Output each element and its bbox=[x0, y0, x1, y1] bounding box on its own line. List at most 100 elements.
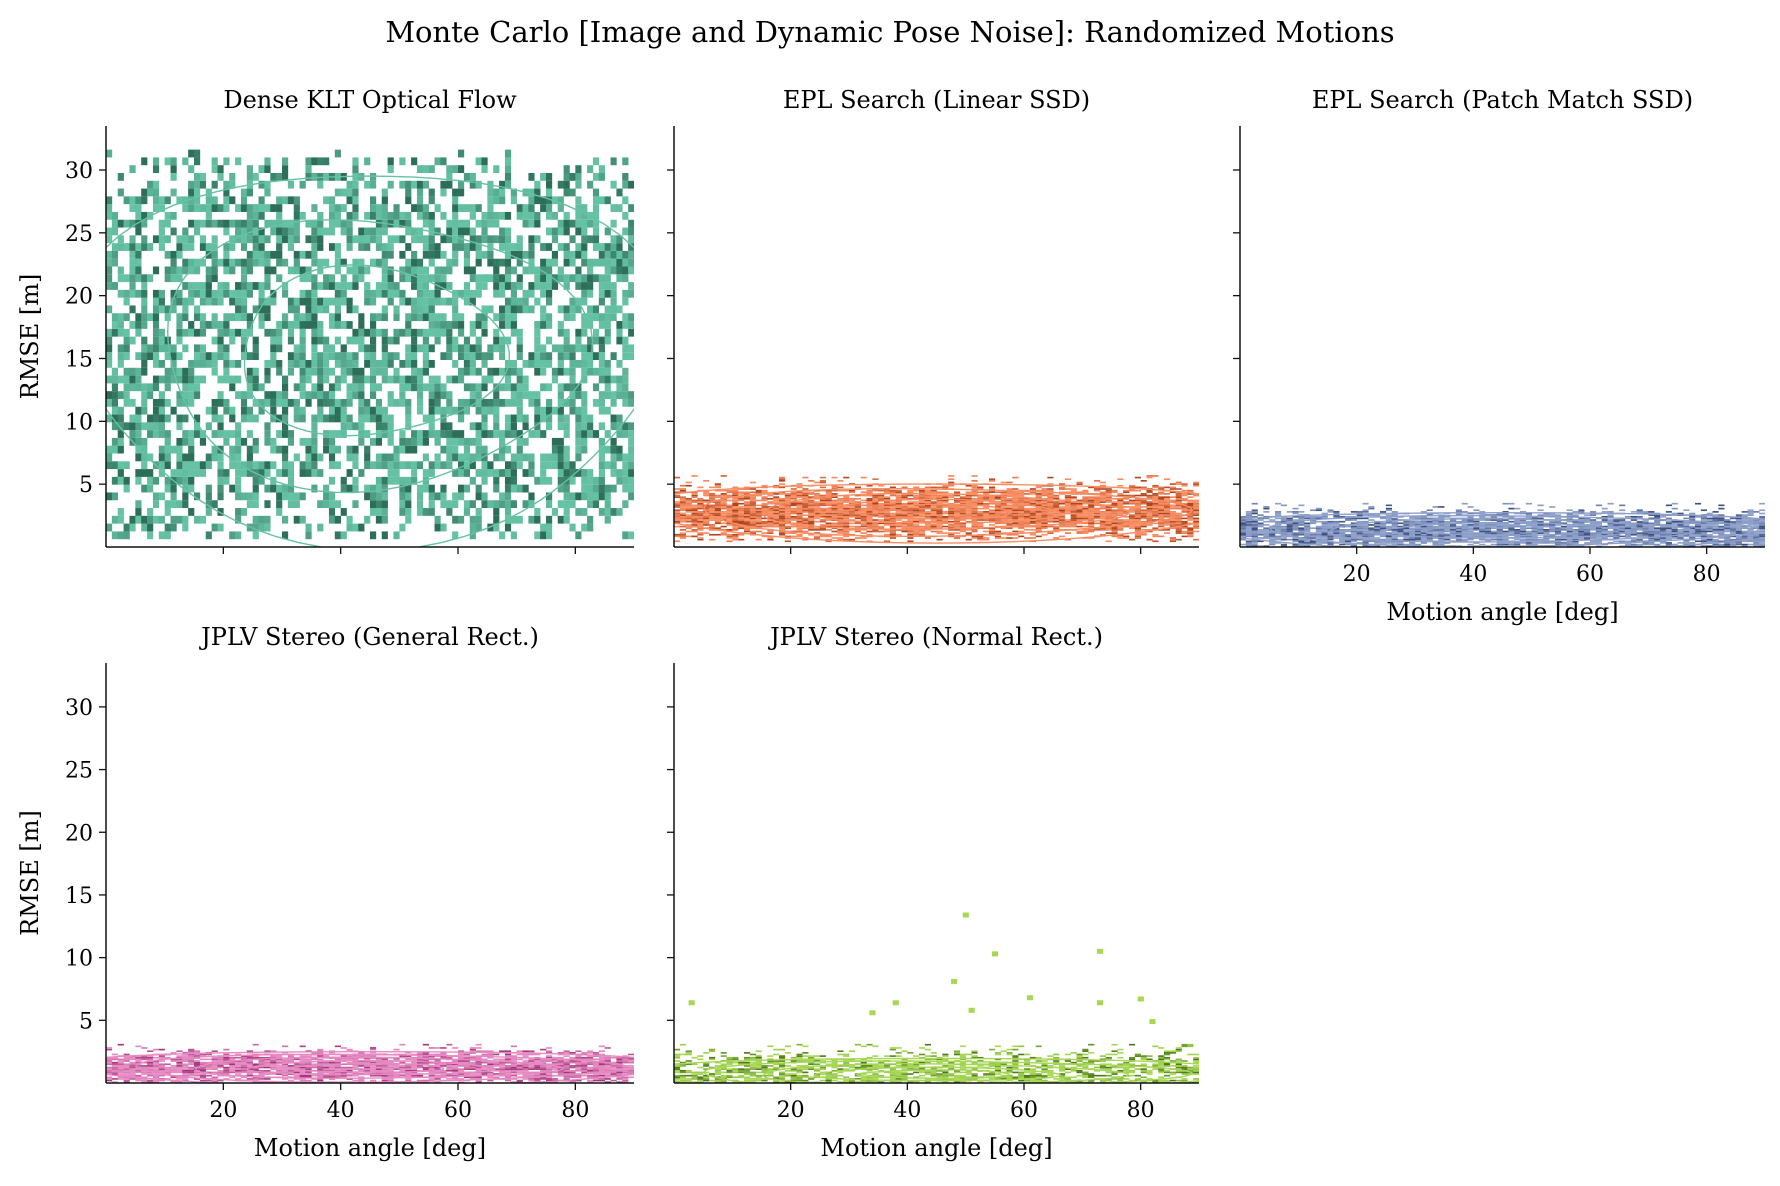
hist-cell bbox=[205, 422, 212, 431]
hist-cell bbox=[1129, 520, 1136, 523]
hist-cell bbox=[487, 188, 494, 197]
hist-cell bbox=[1105, 507, 1112, 510]
hist-cell bbox=[575, 531, 582, 540]
hist-cell bbox=[1310, 535, 1317, 538]
hist-cell bbox=[264, 328, 271, 337]
hist-cell bbox=[1158, 509, 1165, 512]
hist-cell bbox=[732, 524, 739, 526]
hist-cell bbox=[282, 453, 289, 462]
hist-cell bbox=[1117, 499, 1124, 502]
hist-cell bbox=[1064, 524, 1071, 526]
hist-cell bbox=[358, 398, 365, 407]
hist-cell bbox=[405, 274, 412, 283]
hist-cell bbox=[311, 258, 318, 267]
hist-cell bbox=[1245, 514, 1252, 516]
hist-cell bbox=[182, 305, 189, 314]
hist-cell bbox=[622, 531, 629, 540]
hist-cell bbox=[1146, 504, 1153, 507]
hist-cell bbox=[504, 461, 512, 470]
hist-cell bbox=[499, 274, 506, 283]
hist-cell bbox=[1129, 509, 1136, 512]
hist-cell bbox=[522, 437, 529, 446]
hist-cell bbox=[616, 391, 623, 399]
hist-cell bbox=[860, 494, 867, 497]
hist-cell bbox=[117, 313, 124, 322]
hist-cell bbox=[370, 360, 377, 368]
hist-cell bbox=[831, 476, 838, 479]
panel-2: EPL Search (Linear SSD) bbox=[667, 86, 1199, 554]
hist-cell bbox=[1152, 515, 1159, 518]
hist-cell bbox=[305, 445, 312, 454]
hist-cell bbox=[679, 537, 686, 539]
hist-cell bbox=[569, 297, 576, 306]
hist-cell bbox=[889, 504, 896, 507]
hist-cell bbox=[111, 422, 119, 431]
hist-cell bbox=[493, 235, 500, 244]
hist-cell bbox=[779, 480, 786, 482]
hist-cell bbox=[936, 496, 943, 498]
hist-cell bbox=[446, 461, 453, 470]
hist-cell bbox=[1251, 524, 1258, 526]
hist-cell bbox=[546, 476, 553, 485]
hist-cell bbox=[1117, 529, 1124, 531]
hist-cell bbox=[971, 511, 978, 513]
hist-cell bbox=[147, 414, 154, 423]
hist-cell bbox=[936, 538, 943, 541]
hist-cell bbox=[994, 525, 1001, 528]
hist-cell bbox=[860, 499, 867, 502]
hist-cell bbox=[860, 519, 867, 521]
hist-cell bbox=[399, 523, 406, 532]
hist-cell bbox=[428, 414, 435, 423]
hist-cell bbox=[305, 453, 312, 462]
hist-cell bbox=[346, 243, 353, 251]
hist-cell bbox=[738, 497, 745, 500]
hist-cell bbox=[581, 274, 588, 283]
hist-cell bbox=[317, 305, 324, 314]
hist-cell bbox=[767, 511, 774, 513]
hist-cell bbox=[761, 509, 768, 512]
hist-cell bbox=[551, 227, 559, 236]
hist-cell bbox=[170, 360, 177, 368]
hist-cell bbox=[557, 500, 564, 509]
hist-cell bbox=[106, 375, 113, 384]
hist-cell bbox=[1047, 504, 1054, 507]
hist-cell bbox=[563, 352, 570, 361]
hist-cell bbox=[1064, 520, 1071, 523]
hist-cell bbox=[1105, 497, 1112, 500]
hist-cell bbox=[411, 375, 418, 384]
hist-cell bbox=[416, 383, 424, 392]
hist-cell bbox=[1029, 509, 1036, 512]
hist-cell bbox=[1140, 486, 1147, 489]
hist-cell bbox=[954, 525, 961, 528]
hist-cell bbox=[1053, 527, 1060, 530]
hist-cell bbox=[1018, 507, 1025, 510]
hist-cell bbox=[679, 497, 686, 500]
hist-cell bbox=[802, 538, 809, 541]
hist-cell bbox=[340, 422, 347, 431]
hist-cell bbox=[123, 243, 130, 251]
hist-cell bbox=[1146, 519, 1153, 521]
hist-cell bbox=[182, 375, 189, 384]
hist-cell bbox=[598, 492, 605, 501]
hist-cell bbox=[767, 493, 774, 495]
hist-cell bbox=[546, 321, 553, 329]
kde-contour bbox=[762, 492, 1130, 530]
hist-cell bbox=[1105, 524, 1112, 526]
hist-cell bbox=[616, 360, 623, 368]
hist-cell bbox=[258, 305, 265, 314]
hist-cell bbox=[1181, 520, 1188, 523]
hist-cell bbox=[849, 497, 856, 500]
hist-cell bbox=[252, 173, 259, 181]
hist-cell bbox=[1117, 504, 1124, 507]
hist-cell bbox=[399, 289, 406, 298]
hist-cell bbox=[188, 219, 195, 228]
hist-cell bbox=[674, 511, 681, 513]
hist-cell bbox=[299, 297, 306, 306]
hist-cell bbox=[907, 514, 914, 516]
hist-cell bbox=[182, 515, 189, 524]
hist-cell bbox=[123, 313, 130, 322]
hist-cell bbox=[311, 344, 318, 353]
hist-cell bbox=[317, 406, 324, 415]
hist-cell bbox=[516, 375, 523, 384]
hist-cell bbox=[843, 476, 850, 479]
